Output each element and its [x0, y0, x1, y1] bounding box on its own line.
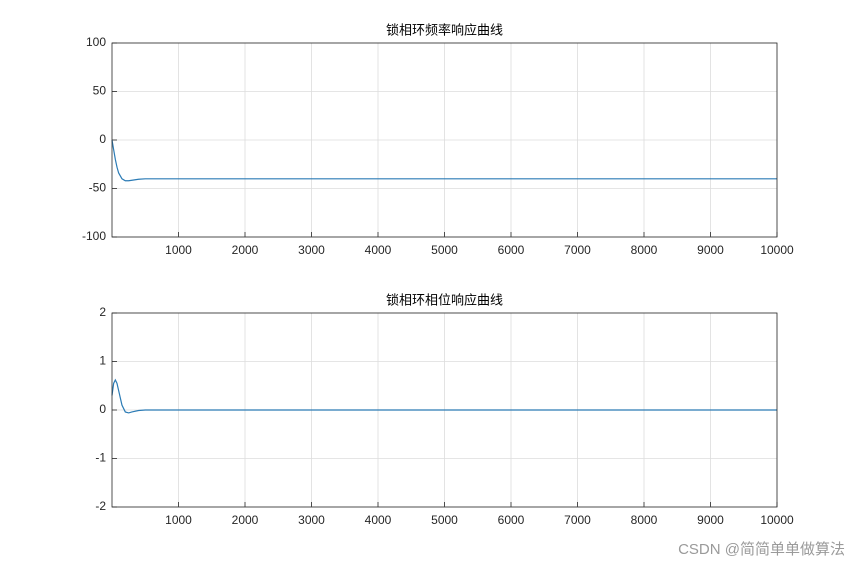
x-tick-label: 6000	[498, 243, 525, 257]
x-tick-label: 8000	[631, 513, 658, 527]
x-tick-label: 2000	[232, 243, 259, 257]
x-tick-label: 5000	[431, 243, 458, 257]
y-tick-label: 1	[99, 354, 106, 368]
x-tick-label: 6000	[498, 513, 525, 527]
data-line	[111, 139, 777, 182]
y-tick-label: 100	[86, 35, 106, 49]
axes-box	[111, 312, 778, 508]
y-tick-label: -100	[82, 229, 106, 243]
data-line	[111, 378, 777, 414]
x-tick-label: 1000	[165, 243, 192, 257]
x-tick-label: 2000	[232, 513, 259, 527]
x-tick-label: 4000	[365, 243, 392, 257]
chart-title: 锁相环频率响应曲线	[386, 22, 503, 37]
axes-box	[111, 42, 778, 238]
x-tick-label: 4000	[365, 513, 392, 527]
x-tick-label: 10000	[760, 513, 794, 527]
y-tick-label: 50	[93, 84, 107, 98]
x-tick-label: 9000	[697, 243, 724, 257]
y-tick-label: 0	[99, 132, 106, 146]
y-tick-label: 0	[99, 402, 106, 416]
x-tick-label: 7000	[564, 513, 591, 527]
x-tick-label: 8000	[631, 243, 658, 257]
chart-title: 锁相环相位响应曲线	[386, 292, 503, 307]
y-tick-label: -2	[95, 499, 106, 513]
x-tick-label: 10000	[760, 243, 794, 257]
y-tick-label: -1	[95, 451, 106, 465]
x-tick-label: 9000	[697, 513, 724, 527]
x-tick-label: 1000	[165, 513, 192, 527]
y-tick-label: -50	[89, 181, 107, 195]
y-tick-label: 2	[99, 305, 106, 319]
x-tick-label: 7000	[564, 243, 591, 257]
x-tick-label: 5000	[431, 513, 458, 527]
x-tick-label: 3000	[298, 513, 325, 527]
watermark: CSDN @简简单单做算法	[678, 540, 845, 558]
x-tick-label: 3000	[298, 243, 325, 257]
